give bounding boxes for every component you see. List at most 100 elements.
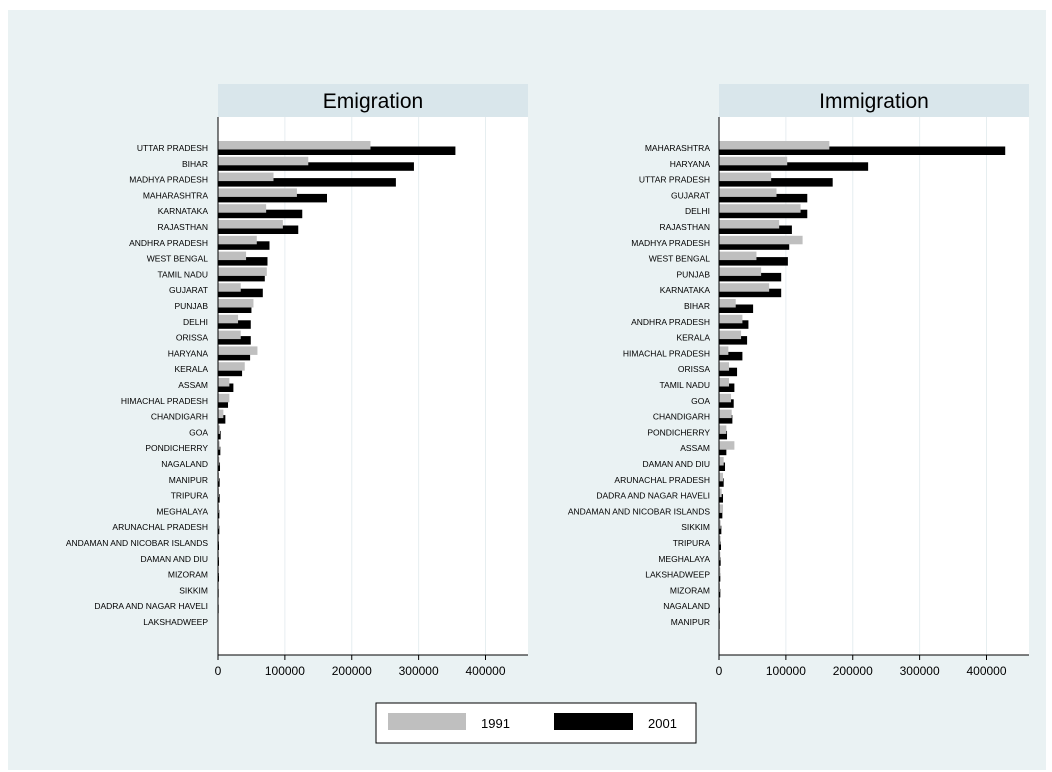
bar-1991 [719, 141, 830, 150]
bar-1991 [218, 314, 239, 324]
bar-2001 [218, 478, 220, 487]
immigration-header [719, 84, 1029, 117]
bar-1991 [218, 141, 371, 150]
emigration-panel-title: Emigration [323, 90, 423, 113]
bar-2001 [719, 604, 721, 614]
x-tick-label: 100000 [265, 664, 305, 678]
category-label: LAKSHADWEEP [645, 570, 710, 580]
bar-1991 [218, 156, 309, 166]
category-label: BIHAR [684, 301, 710, 311]
bar-1991 [719, 393, 732, 403]
bar-1991 [218, 362, 245, 371]
category-label: KERALA [676, 333, 710, 343]
bar-2001 [719, 178, 833, 187]
bar-2001 [218, 320, 251, 329]
category-label: ANDHRA PRADESH [631, 317, 710, 327]
x-tick-label: 300000 [399, 664, 439, 678]
category-label: ORISSA [176, 333, 208, 343]
category-label: UTTAR PRADESH [639, 175, 710, 185]
bar-1991 [218, 299, 254, 308]
bar-1991 [218, 188, 297, 197]
bar-1991 [218, 488, 220, 498]
category-label: MANIPUR [169, 475, 208, 485]
category-label: ANDAMAN AND NICOBAR ISLANDS [66, 538, 208, 548]
bar-2001 [719, 494, 724, 503]
category-label: PUNJAB [174, 301, 208, 311]
bar-1991 [218, 457, 220, 466]
legend-swatch-1991 [388, 713, 466, 730]
bar-2001 [218, 415, 226, 424]
bar-1991 [218, 504, 220, 513]
bar-1991 [719, 156, 788, 166]
bar-2001 [218, 351, 251, 361]
category-label: RAJASTHAN [659, 222, 710, 232]
bar-2001 [218, 225, 299, 234]
category-label: DADRA AND NAGAR HAVELI [596, 491, 710, 501]
category-label: MADHYA PRADESH [631, 238, 710, 248]
category-label: HARYANA [168, 348, 209, 358]
bar-2001 [719, 399, 734, 408]
category-label: GOA [691, 396, 710, 406]
x-tick-label: 400000 [966, 664, 1006, 678]
bar-2001 [218, 209, 303, 219]
category-label: MADHYA PRADESH [129, 175, 208, 185]
category-label: MAHARASHTRA [143, 190, 209, 200]
bar-1991 [719, 204, 801, 213]
bar-2001 [719, 272, 782, 282]
category-label: TAMIL NADU [157, 269, 208, 279]
category-label: KERALA [174, 364, 208, 374]
category-label: NAGALAND [663, 601, 710, 611]
bar-2001 [218, 541, 220, 550]
x-tick-label: 300000 [900, 664, 940, 678]
category-label: MEGHALAYA [156, 506, 208, 516]
bar-2001 [719, 336, 748, 345]
category-label: CHANDIGARH [151, 412, 208, 422]
category-label: ANDAMAN AND NICOBAR ISLANDS [568, 506, 710, 516]
bar-2001 [719, 415, 733, 424]
category-label: DELHI [685, 206, 710, 216]
bar-1991 [719, 378, 730, 387]
bar-2001 [719, 209, 808, 219]
bar-1991 [218, 378, 230, 387]
bar-1991 [218, 346, 258, 355]
bar-1991 [218, 267, 267, 276]
bar-1991 [218, 220, 283, 229]
bar-2001 [719, 478, 724, 487]
x-tick-label: 0 [215, 664, 222, 678]
bar-2001 [719, 541, 722, 550]
category-label: SIKKIM [179, 585, 208, 595]
category-label: ANDHRA PRADESH [129, 238, 208, 248]
bar-2001 [719, 573, 721, 582]
bar-1991 [719, 251, 757, 261]
category-label: DAMAN AND DIU [642, 459, 710, 469]
x-tick-label: 200000 [833, 664, 873, 678]
bar-1991 [719, 346, 729, 355]
bar-2001 [719, 525, 722, 535]
bar-1991 [719, 567, 721, 577]
bar-2001 [719, 509, 723, 519]
category-label: RAJASTHAN [157, 222, 208, 232]
bar-1991 [719, 188, 777, 197]
category-label: LAKSHADWEEP [143, 617, 208, 627]
bar-2001 [218, 367, 243, 377]
category-label: MIZORAM [168, 570, 208, 580]
immigration-panel-title: Immigration [819, 90, 929, 113]
legend-label-2001: 2001 [648, 716, 677, 731]
bar-2001 [218, 178, 396, 187]
bar-2001 [218, 509, 220, 519]
bar-2001 [719, 288, 782, 298]
category-label: MIZORAM [670, 585, 710, 595]
category-label: ORISSA [678, 364, 710, 374]
bar-1991 [218, 204, 267, 213]
bar-2001 [719, 193, 808, 203]
bar-2001 [218, 162, 414, 171]
x-tick-label: 100000 [766, 664, 806, 678]
bar-2001 [719, 588, 721, 598]
category-label: MANIPUR [671, 617, 710, 627]
category-label: MAHARASHTRA [645, 143, 711, 153]
bar-2001 [218, 557, 220, 566]
category-label: UTTAR PRADESH [137, 143, 208, 153]
bar-1991 [719, 583, 721, 592]
bar-2001 [218, 257, 268, 266]
bar-2001 [218, 336, 251, 345]
